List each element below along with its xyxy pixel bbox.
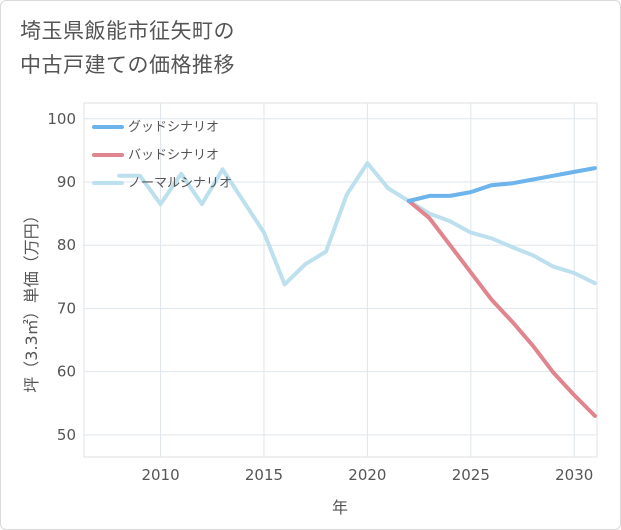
x-axis-title: 年 bbox=[332, 498, 348, 517]
x-tick-label-2025: 2025 bbox=[452, 466, 490, 484]
legend-label-bad: バッドシナリオ bbox=[128, 148, 219, 163]
chart-title-line1: 埼玉県飯能市征矢町の bbox=[20, 19, 235, 43]
plot-area bbox=[83, 102, 598, 458]
chart-title-line2: 中古戸建ての価格推移 bbox=[20, 53, 235, 77]
x-tick-label-2020: 2020 bbox=[348, 466, 386, 484]
y-axis-title: 坪（3.3㎡）単価（万円） bbox=[22, 207, 41, 392]
legend: グッドシナリオ バッドシナリオ ノーマルシナリオ bbox=[92, 120, 232, 191]
series-group bbox=[117, 161, 597, 418]
series-line-bad bbox=[406, 199, 597, 418]
x-tick-label-2010: 2010 bbox=[141, 466, 179, 484]
y-tick-label-70: 70 bbox=[57, 299, 76, 317]
series-line-normal bbox=[117, 161, 597, 287]
y-tick-label-60: 60 bbox=[57, 363, 76, 381]
y-tick-label-80: 80 bbox=[57, 236, 76, 254]
y-tick-label-90: 90 bbox=[57, 173, 76, 191]
x-tick-labels: 2010 2015 2020 2025 2030 bbox=[141, 466, 593, 484]
series-line-good bbox=[406, 166, 597, 203]
x-tick-label-2030: 2030 bbox=[555, 466, 593, 484]
y-tick-label-100: 100 bbox=[47, 110, 76, 128]
legend-item-normal[interactable]: ノーマルシナリオ bbox=[92, 176, 232, 191]
x-tick-label-2015: 2015 bbox=[245, 466, 283, 484]
y-tick-label-50: 50 bbox=[57, 426, 76, 444]
legend-item-bad[interactable]: バッドシナリオ bbox=[92, 148, 219, 163]
chart-title: 埼玉県飯能市征矢町の 中古戸建ての価格推移 bbox=[20, 14, 235, 82]
legend-label-normal: ノーマルシナリオ bbox=[128, 176, 232, 191]
legend-item-good[interactable]: グッドシナリオ bbox=[92, 120, 219, 135]
y-tick-labels: 50 60 70 80 90 100 bbox=[47, 110, 76, 444]
legend-label-good: グッドシナリオ bbox=[128, 120, 219, 135]
